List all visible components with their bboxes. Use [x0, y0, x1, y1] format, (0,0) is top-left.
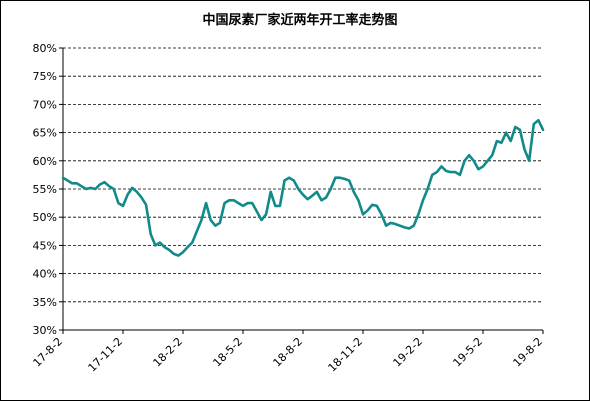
y-tick-label: 50% — [33, 211, 57, 224]
y-tick-label: 80% — [33, 42, 57, 55]
y-tick-label: 65% — [33, 127, 57, 140]
y-tick-label: 40% — [33, 268, 57, 281]
y-tick-label: 70% — [33, 98, 57, 111]
y-tick-label: 45% — [33, 239, 57, 252]
y-tick-label: 75% — [33, 70, 57, 83]
y-tick-label: 30% — [33, 324, 57, 337]
chart-title: 中国尿素厂家近两年开工率走势图 — [202, 12, 397, 28]
data-line — [61, 118, 545, 257]
y-tick-label: 60% — [33, 155, 57, 168]
y-tick-label: 35% — [33, 296, 57, 309]
y-tick-label: 55% — [33, 183, 57, 196]
